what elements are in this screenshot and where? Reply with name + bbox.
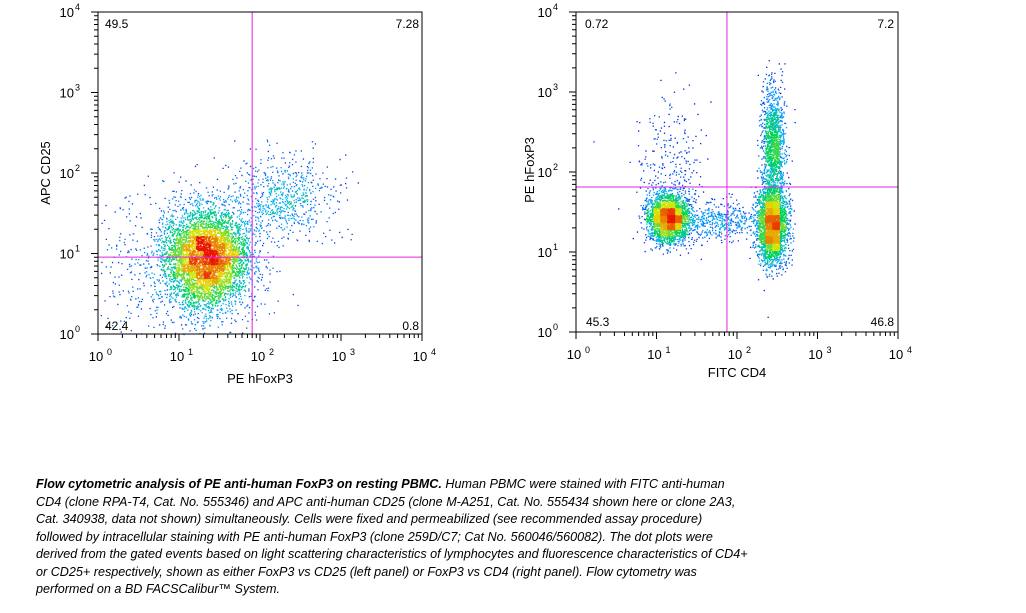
y-axis-title: APC CD25 xyxy=(38,141,53,205)
y-tick-label: 10 xyxy=(538,5,552,20)
event-density-layer xyxy=(653,194,788,252)
caption-line-4: followed by intracellular staining with … xyxy=(36,529,713,544)
x-tick-label: 10 xyxy=(889,347,903,362)
caption-line-7: performed on a BD FACSCalibur™ System. xyxy=(36,582,281,596)
event-density-layer xyxy=(182,222,240,301)
x-tick-exponent: 3 xyxy=(350,347,355,357)
y-tick-exponent: 1 xyxy=(553,242,558,252)
event-density-layer xyxy=(653,201,781,252)
x-tick-exponent: 0 xyxy=(585,345,590,355)
x-tick-exponent: 2 xyxy=(269,347,274,357)
quadrant-percent-upper-right: 7.28 xyxy=(396,17,420,31)
y-tick-exponent: 2 xyxy=(75,163,80,173)
caption-line-3: Cat. 340938, data not shown) simultaneou… xyxy=(36,512,703,526)
x-tick-exponent: 0 xyxy=(107,347,112,357)
caption-line-6: or CD25+ respectively, shown as either F… xyxy=(36,564,697,579)
chart-panel-1: 10 0 10 1 10 2 10 3 10 410 010 110 210 310 4PE hFoxP3A… xyxy=(38,2,436,386)
x-tick-label: 10 xyxy=(567,347,581,362)
y-tick-label: 10 xyxy=(538,85,552,100)
event-density-layer xyxy=(667,215,676,224)
y-tick-exponent: 4 xyxy=(75,2,80,12)
y-tick-label: 10 xyxy=(538,245,552,260)
x-tick-label: 10 xyxy=(170,349,184,364)
caption-line-2: CD4 (clone RPA-T4, Cat. No. 555346) and … xyxy=(36,494,736,509)
caption-line-5: derived from the gated events based on l… xyxy=(36,547,748,561)
y-tick-label: 10 xyxy=(60,5,74,20)
y-tick-label: 10 xyxy=(60,166,74,181)
y-tick-exponent: 1 xyxy=(75,244,80,254)
y-tick-exponent: 2 xyxy=(553,162,558,172)
quadrant-percent-lower-left: 42.4 xyxy=(105,319,129,333)
event-density-layer xyxy=(660,208,780,231)
quadrant-percent-upper-left: 0.72 xyxy=(585,17,609,31)
x-tick-label: 10 xyxy=(413,349,427,364)
y-tick-exponent: 0 xyxy=(553,322,558,332)
y-axis-title: PE hFoxP3 xyxy=(522,137,537,203)
x-axis-title: PE hFoxP3 xyxy=(227,371,293,386)
event-density-layer xyxy=(182,229,232,294)
figure-panels: 10 0 10 1 10 2 10 3 10 4 10 0 10 1 10 2 10 3 10 4 PE hFoxP3 A… xyxy=(38,2,912,386)
tick-marks xyxy=(91,11,423,341)
y-tick-exponent: 3 xyxy=(75,83,80,93)
x-tick-label: 10 xyxy=(728,347,742,362)
quadrant-percent-upper-left: 49.5 xyxy=(105,17,129,31)
tick-marks xyxy=(569,11,899,339)
x-tick-label: 10 xyxy=(647,347,661,362)
event-density-layer xyxy=(674,110,787,265)
y-tick-label: 10 xyxy=(538,165,552,180)
event-density-layer xyxy=(653,201,781,231)
x-tick-exponent: 1 xyxy=(666,345,671,355)
plot-area xyxy=(576,12,898,332)
x-tick-exponent: 4 xyxy=(431,347,436,357)
event-density-layer xyxy=(189,257,212,280)
x-tick-exponent: 1 xyxy=(188,347,193,357)
y-tick-label: 10 xyxy=(60,247,74,262)
caption-line-1: Human PBMC were stained with FITC anti-h… xyxy=(445,477,725,491)
quadrant-percent-lower-right: 0.8 xyxy=(402,319,419,333)
dot-plot-figure: 10 0 10 1 10 2 10 3 10 410 010 110 210 310 4PE hFoxP3A… xyxy=(38,2,912,386)
x-tick-exponent: 4 xyxy=(907,345,912,355)
event-density-layer xyxy=(196,236,219,266)
x-tick-label: 10 xyxy=(89,349,103,364)
x-tick-label: 10 xyxy=(808,347,822,362)
plot-area xyxy=(98,12,422,334)
figure-caption: Flow cytometric analysis of PE anti-huma… xyxy=(36,476,836,599)
axis-ticks xyxy=(569,11,899,339)
event-density-layer xyxy=(189,229,240,287)
quadrant-percent-lower-left: 45.3 xyxy=(586,315,610,329)
event-density-layer xyxy=(182,236,219,286)
x-axis-title: FITC CD4 xyxy=(708,365,767,380)
y-tick-label: 10 xyxy=(60,86,74,101)
event-dots xyxy=(593,60,796,318)
x-tick-exponent: 3 xyxy=(827,345,832,355)
event-density-layer xyxy=(660,229,669,238)
quadrant-percent-upper-right: 7.2 xyxy=(877,17,894,31)
y-tick-label: 10 xyxy=(60,327,74,342)
y-tick-exponent: 4 xyxy=(553,2,558,12)
event-density-layer xyxy=(660,208,781,245)
y-tick-label: 10 xyxy=(538,325,552,340)
y-tick-exponent: 3 xyxy=(553,82,558,92)
x-tick-label: 10 xyxy=(332,349,346,364)
event-dots xyxy=(100,139,359,336)
y-tick-exponent: 0 xyxy=(75,324,80,334)
caption-lead: Flow cytometric analysis of PE anti-huma… xyxy=(36,477,439,491)
axis-ticks xyxy=(91,11,423,341)
x-tick-exponent: 2 xyxy=(746,345,751,355)
x-tick-label: 10 xyxy=(251,349,265,364)
event-density-layer xyxy=(168,222,240,301)
event-density-layer xyxy=(189,236,232,280)
event-density-layer xyxy=(196,236,225,266)
quadrant-percent-lower-right: 46.8 xyxy=(871,315,895,329)
caption-lead-period: . xyxy=(438,477,442,491)
